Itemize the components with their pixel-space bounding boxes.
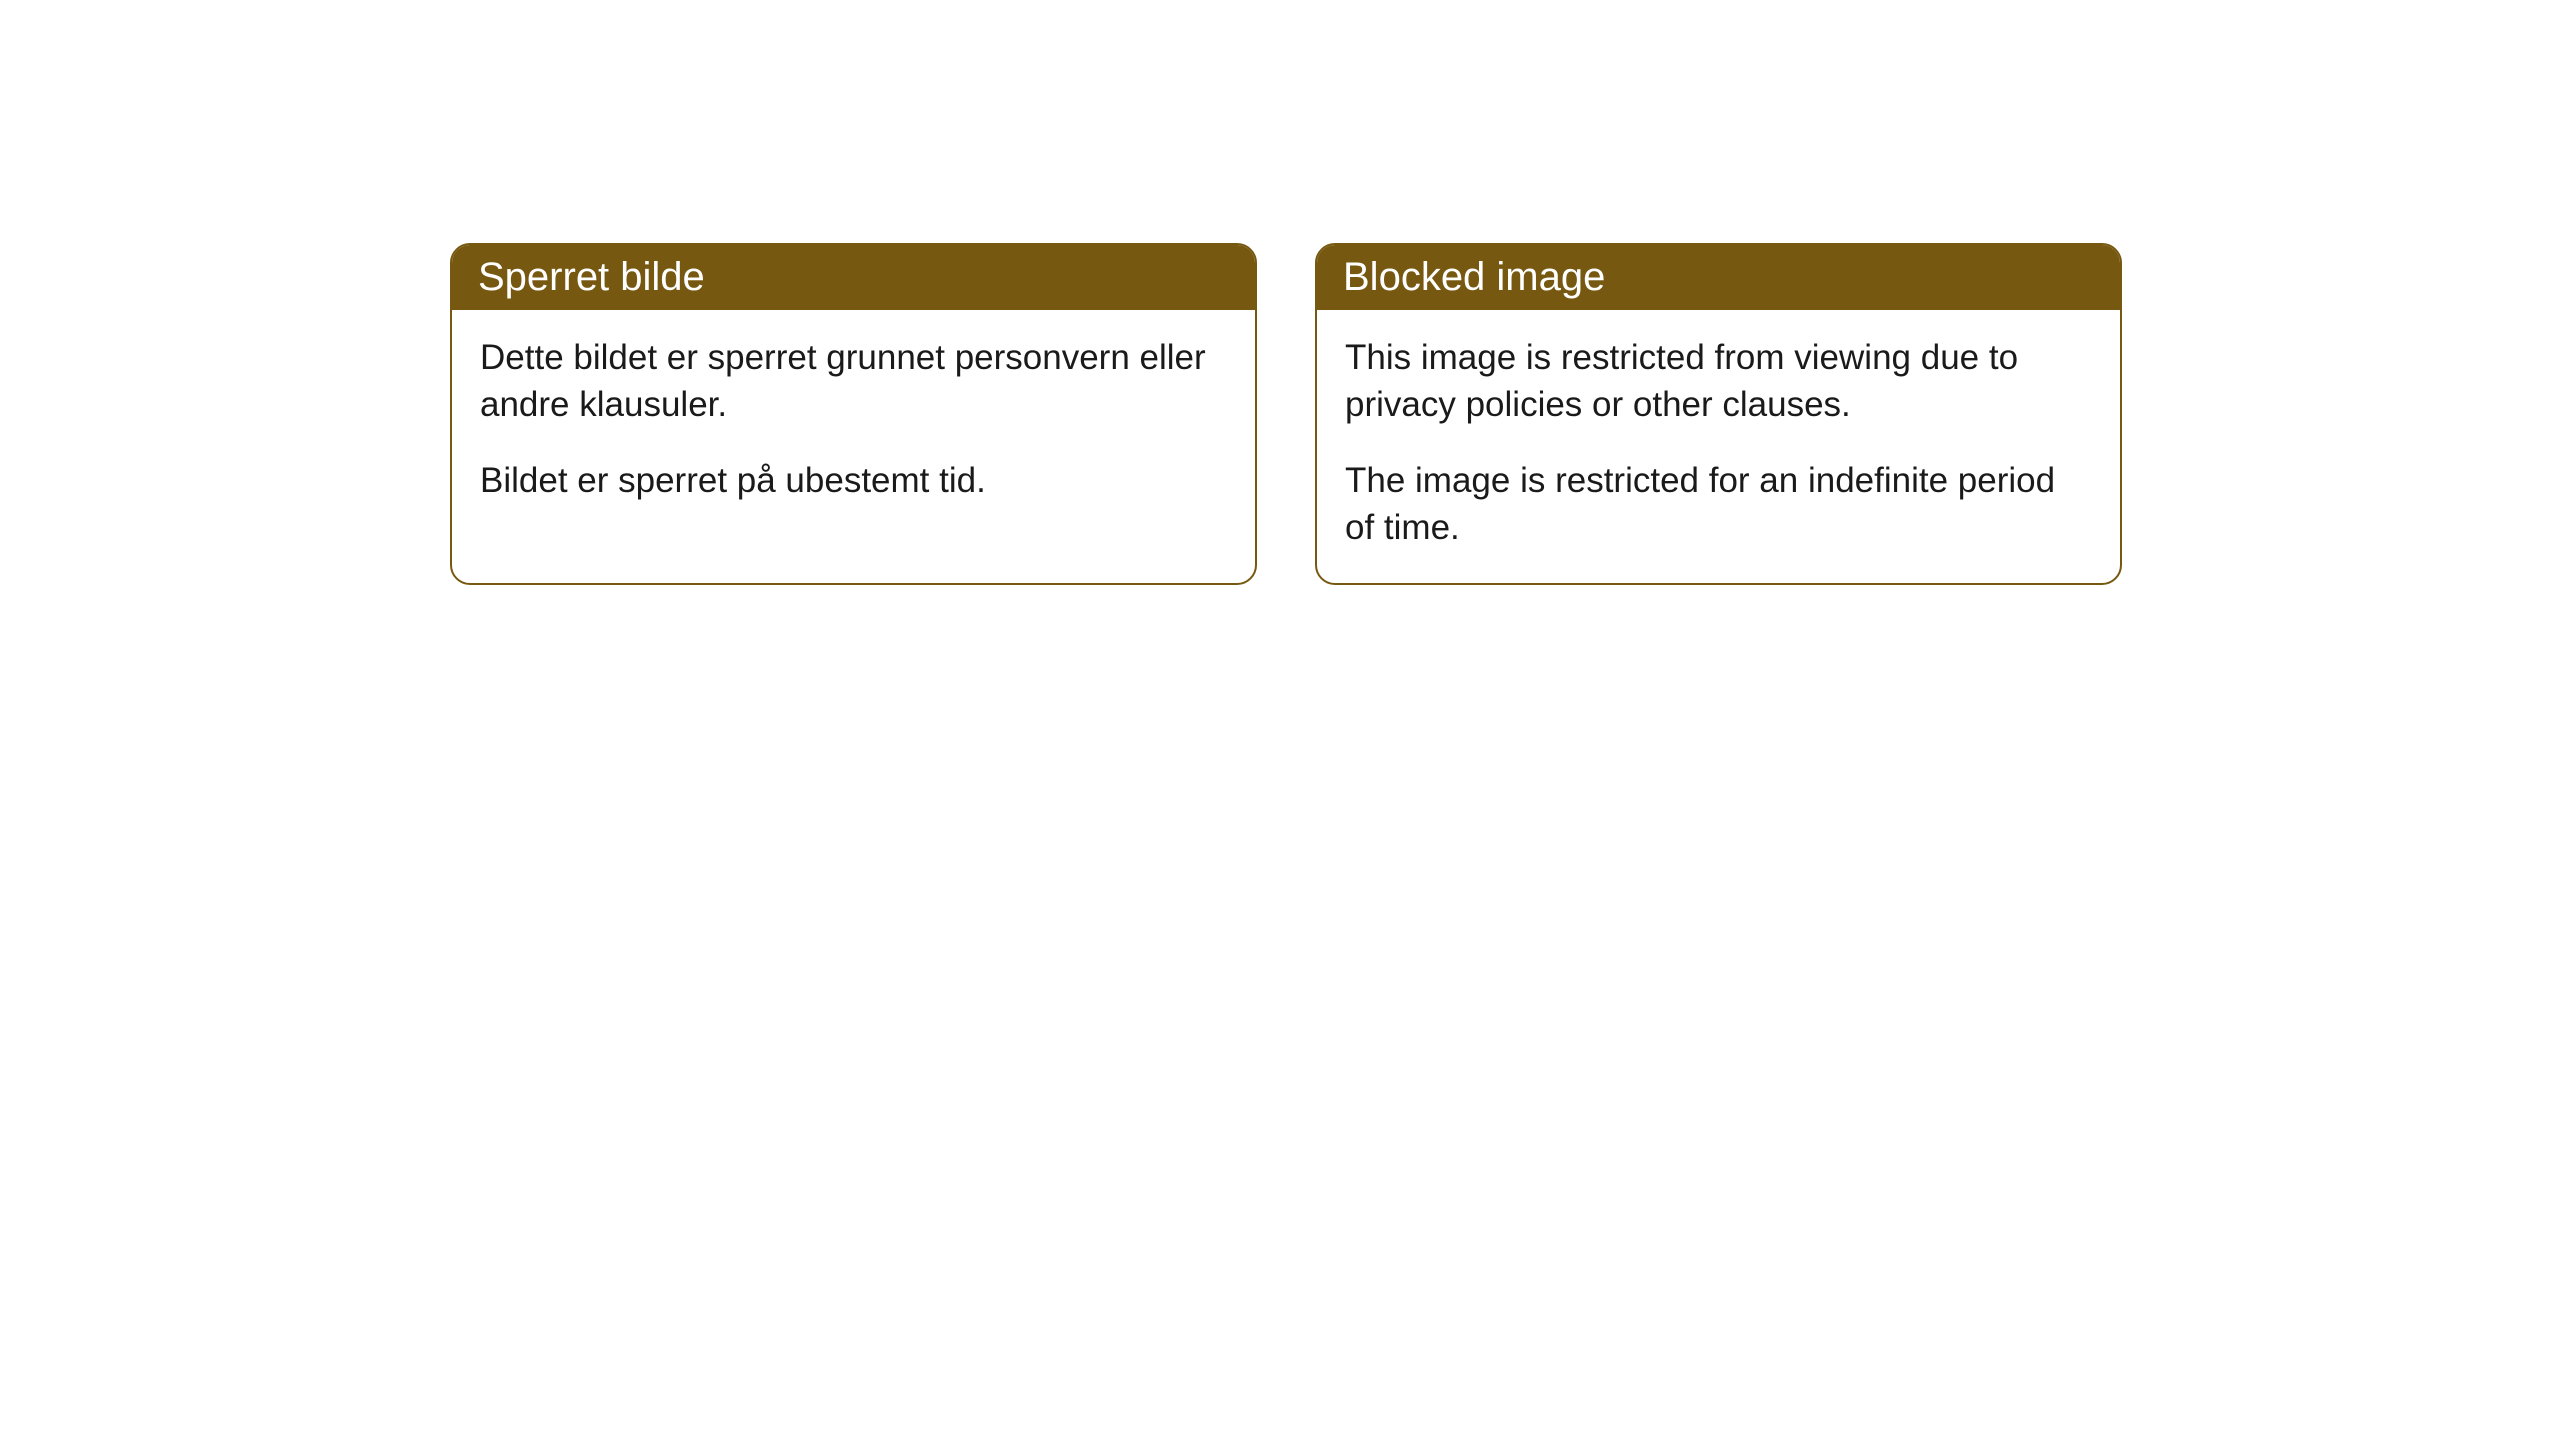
notice-container: Sperret bilde Dette bildet er sperret gr… bbox=[450, 243, 2122, 585]
notice-card-english: Blocked image This image is restricted f… bbox=[1315, 243, 2122, 585]
notice-title-norwegian: Sperret bilde bbox=[452, 245, 1255, 310]
notice-text-english-2: The image is restricted for an indefinit… bbox=[1345, 457, 2092, 552]
notice-body-norwegian: Dette bildet er sperret grunnet personve… bbox=[452, 310, 1255, 536]
notice-title-english: Blocked image bbox=[1317, 245, 2120, 310]
notice-text-norwegian-1: Dette bildet er sperret grunnet personve… bbox=[480, 334, 1227, 429]
notice-body-english: This image is restricted from viewing du… bbox=[1317, 310, 2120, 583]
notice-text-norwegian-2: Bildet er sperret på ubestemt tid. bbox=[480, 457, 1227, 504]
notice-card-norwegian: Sperret bilde Dette bildet er sperret gr… bbox=[450, 243, 1257, 585]
notice-text-english-1: This image is restricted from viewing du… bbox=[1345, 334, 2092, 429]
